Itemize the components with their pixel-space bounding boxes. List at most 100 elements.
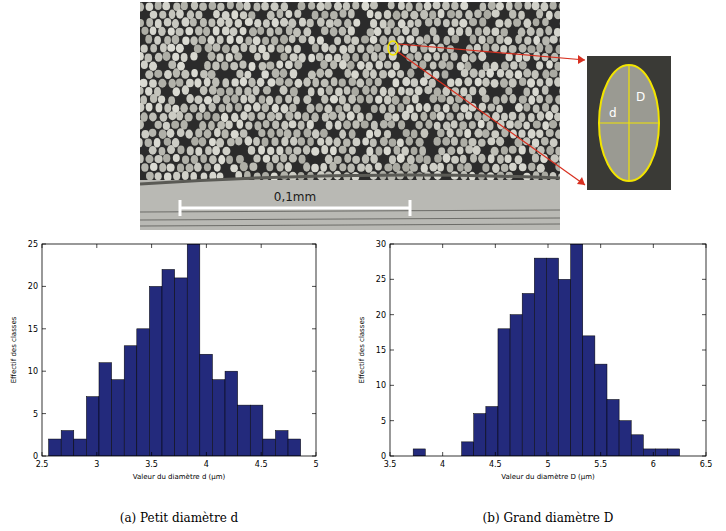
- fiber: [451, 137, 458, 146]
- fiber: [532, 87, 539, 96]
- fiber: [167, 44, 175, 52]
- fiber: [262, 138, 269, 147]
- fiber: [194, 44, 202, 53]
- fiber: [487, 121, 494, 130]
- y-tick: [702, 244, 706, 245]
- fiber: [509, 10, 516, 19]
- fiber: [379, 70, 387, 78]
- caption: (b) Grand diamètre D: [483, 511, 614, 525]
- fiber: [361, 2, 369, 11]
- histogram-bar: [486, 407, 498, 456]
- x-tick: [96, 244, 97, 248]
- fiber: [329, 111, 337, 120]
- fiber: [536, 130, 543, 138]
- fiber: [437, 129, 444, 138]
- fiber: [420, 77, 428, 86]
- fiber: [536, 9, 543, 19]
- y-tick: [42, 244, 46, 245]
- x-tick: [442, 244, 443, 248]
- fiber: [146, 172, 154, 180]
- fiber: [416, 155, 424, 164]
- histogram-bar: [212, 380, 225, 456]
- fiber: [515, 35, 522, 44]
- fiber: [464, 77, 472, 86]
- fiber: [402, 77, 410, 86]
- fiber: [267, 78, 275, 86]
- fiber: [500, 78, 508, 87]
- fiber: [388, 70, 396, 79]
- fiber: [559, 53, 560, 62]
- histogram-bar: [61, 431, 74, 456]
- fiber: [487, 137, 495, 145]
- fiber: [541, 137, 549, 145]
- fiber: [209, 86, 217, 95]
- fiber: [513, 19, 521, 27]
- fiber: [370, 2, 378, 10]
- fiber: [366, 78, 373, 86]
- y-tick-label: 10: [376, 381, 386, 390]
- x-tick: [706, 244, 707, 248]
- fiber: [244, 104, 251, 112]
- fiber: [375, 78, 382, 86]
- fiber: [259, 62, 267, 70]
- y-tick: [42, 413, 46, 414]
- fiber: [493, 96, 500, 104]
- histogram-bar: [275, 431, 288, 456]
- x-tick-label: 2.5: [36, 460, 49, 469]
- fiber: [446, 113, 453, 121]
- fiber: [285, 45, 292, 53]
- fiber: [190, 52, 197, 60]
- fiber: [254, 121, 261, 130]
- fiber: [478, 120, 485, 129]
- histogram-panel: 2.533.544.550510152025Valeur du diamètre…: [10, 240, 319, 525]
- histogram-bar: [522, 293, 534, 456]
- fiber: [343, 120, 351, 129]
- fiber: [424, 86, 432, 94]
- fiber: [334, 19, 342, 27]
- fiber: [303, 128, 311, 137]
- fiber: [262, 37, 269, 45]
- histogram-bar: [112, 380, 125, 456]
- fiber: [411, 112, 418, 121]
- fiber: [208, 121, 215, 131]
- fiber: [185, 27, 193, 35]
- fiber: [176, 44, 184, 53]
- fiber: [140, 87, 144, 95]
- fiber: [353, 104, 361, 113]
- fiber: [226, 53, 233, 62]
- fiber: [375, 11, 382, 19]
- fiber: [277, 45, 285, 53]
- fiber: [140, 79, 147, 88]
- fiber: [412, 94, 419, 103]
- fiber: [470, 35, 477, 44]
- fiber: [185, 130, 193, 139]
- fiber: [447, 79, 454, 87]
- fiber: [361, 120, 369, 128]
- fiber: [430, 61, 437, 69]
- fiber: [231, 78, 238, 86]
- fiber: [181, 17, 189, 27]
- fiber: [443, 36, 450, 45]
- fiber: [180, 120, 187, 129]
- fiber: [140, 52, 144, 60]
- fiber: [318, 88, 325, 96]
- fiber: [559, 35, 560, 44]
- fiber: [150, 26, 157, 34]
- fiber: [423, 156, 430, 165]
- fiber: [429, 94, 437, 103]
- fiber: [299, 18, 306, 27]
- x-tick: [390, 244, 391, 248]
- fiber: [504, 19, 511, 28]
- fiber: [261, 2, 269, 11]
- fiber: [182, 85, 189, 94]
- y-tick-label: 5: [381, 417, 386, 426]
- fiber: [349, 129, 356, 138]
- histogram-bar: [607, 399, 619, 456]
- fiber: [303, 162, 310, 171]
- fiber: [140, 138, 143, 147]
- fiber: [320, 60, 328, 69]
- fiber: [469, 18, 477, 26]
- fiber: [213, 26, 220, 35]
- fiber: [270, 2, 278, 11]
- scale-bar: [180, 207, 410, 210]
